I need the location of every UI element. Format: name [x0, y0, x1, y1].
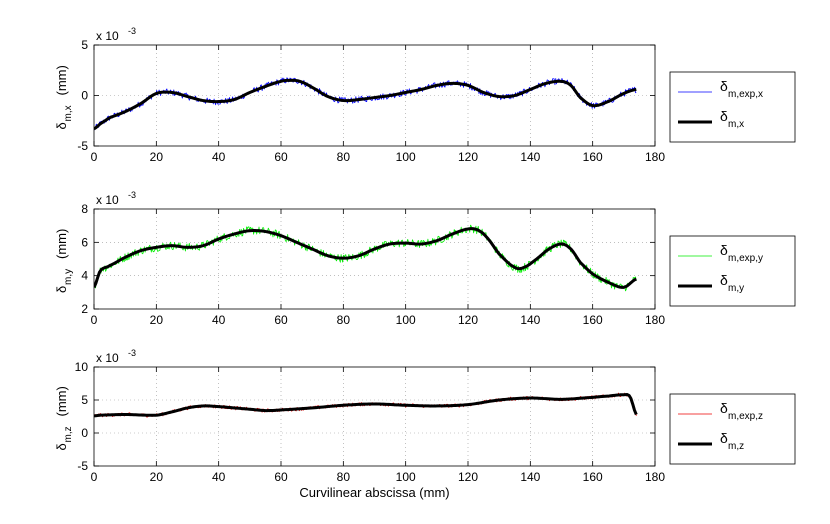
series-line-m-z — [94, 393, 638, 418]
legend-label-symbol: δ — [720, 272, 728, 288]
y-tick-label: 0 — [81, 89, 88, 103]
y-label-symbol: δ — [54, 122, 69, 129]
x-tick-label: 160 — [583, 150, 603, 164]
x-tick-label: 80 — [337, 470, 351, 484]
legend-label-subscript: m,y — [728, 283, 744, 294]
x-tick-label: 80 — [337, 313, 351, 327]
x-tick-label: 20 — [150, 150, 164, 164]
y-label-symbol: δ — [54, 443, 69, 450]
x-tick-label: 180 — [645, 313, 665, 327]
y-label-unit: (mm) — [54, 386, 69, 416]
y-tick-label: -5 — [77, 139, 88, 153]
x-tick-label: 160 — [583, 313, 603, 327]
y-axis-label: δm,z (mm) — [54, 386, 74, 450]
legend-label-symbol: δ — [720, 400, 728, 416]
x-tick-label: 40 — [212, 470, 226, 484]
legend-label-subscript: m,exp,y — [728, 253, 763, 264]
y-tick-label: 5 — [81, 393, 88, 407]
y-label-unit: (mm) — [54, 229, 69, 259]
axis-multiplier-exponent: -3 — [128, 190, 136, 200]
y-label-unit: (mm) — [54, 65, 69, 95]
x-tick-label: 180 — [645, 150, 665, 164]
axes-box — [93, 208, 656, 310]
y-tick-label: 2 — [81, 302, 88, 316]
x-tick-label: 140 — [520, 150, 540, 164]
legend-label-subscript: m,exp,z — [728, 411, 763, 422]
y-axis-label: δm,y (mm) — [54, 229, 74, 293]
x-tick-label: 100 — [396, 150, 416, 164]
legend-label-symbol: δ — [720, 108, 728, 124]
legend-label-symbol: δ — [720, 430, 728, 446]
x-tick-label: 140 — [520, 470, 540, 484]
x-tick-label: 120 — [458, 313, 478, 327]
x-tick-label: 120 — [458, 150, 478, 164]
y-label-subscript: m,z — [63, 426, 74, 442]
legend-box — [669, 235, 796, 307]
y-label-subscript: m,y — [63, 269, 74, 285]
x-tick-label: 160 — [583, 470, 603, 484]
x-tick-label: 40 — [212, 313, 226, 327]
axis-multiplier-exponent: -3 — [128, 26, 136, 36]
axis-multiplier: x 10 — [96, 29, 119, 43]
x-tick-label: 140 — [520, 313, 540, 327]
x-tick-label: 60 — [274, 313, 288, 327]
y-label-symbol: δ — [54, 286, 69, 293]
y-label-subscript: m,x — [63, 105, 74, 121]
y-axis-label: δm,x (mm) — [54, 65, 74, 129]
series-line-m-y — [94, 227, 637, 289]
legend-label-subscript: m,exp,x — [728, 89, 763, 100]
axis-multiplier-exponent: -3 — [128, 348, 136, 358]
x-tick-label: 60 — [274, 470, 288, 484]
x-tick-label: 20 — [150, 470, 164, 484]
x-tick-label: 100 — [396, 470, 416, 484]
x-tick-label: 120 — [458, 470, 478, 484]
y-tick-label: 6 — [81, 235, 88, 249]
x-tick-label: 0 — [91, 150, 98, 164]
axis-multiplier: x 10 — [96, 193, 119, 207]
series-line-m-exp-y — [94, 224, 637, 292]
y-tick-label: 0 — [81, 426, 88, 440]
x-tick-label: 100 — [396, 313, 416, 327]
legend-z: δm,exp,zδm,z — [669, 393, 796, 465]
series-line-m-exp-x — [94, 77, 637, 131]
x-tick-label: 20 — [150, 313, 164, 327]
x-tick-label: 0 — [91, 313, 98, 327]
y-tick-label: -5 — [77, 459, 88, 473]
legend-label-subscript: m,x — [728, 119, 744, 130]
x-tick-label: 60 — [274, 150, 288, 164]
legend-x: δm,exp,xδm,x — [669, 71, 796, 143]
y-tick-label: 10 — [75, 360, 89, 374]
legend-label-subscript: m,z — [728, 441, 744, 452]
axis-multiplier: x 10 — [96, 351, 119, 365]
legend-box — [669, 71, 796, 143]
x-tick-label: 0 — [91, 470, 98, 484]
x-axis-label: Curvilinear abscissa (mm) — [299, 485, 449, 500]
series-line-m-x — [94, 78, 637, 131]
legend-label-symbol: δ — [720, 242, 728, 258]
x-tick-label: 180 — [645, 470, 665, 484]
legend-label-symbol: δ — [720, 78, 728, 94]
legend-box — [669, 393, 796, 465]
x-tick-label: 40 — [212, 150, 226, 164]
y-tick-label: 4 — [81, 269, 88, 283]
y-tick-label: 8 — [81, 202, 88, 216]
y-tick-label: 5 — [81, 38, 88, 52]
axes-box — [93, 366, 656, 467]
x-tick-label: 80 — [337, 150, 351, 164]
legend-y: δm,exp,yδm,y — [669, 235, 796, 307]
